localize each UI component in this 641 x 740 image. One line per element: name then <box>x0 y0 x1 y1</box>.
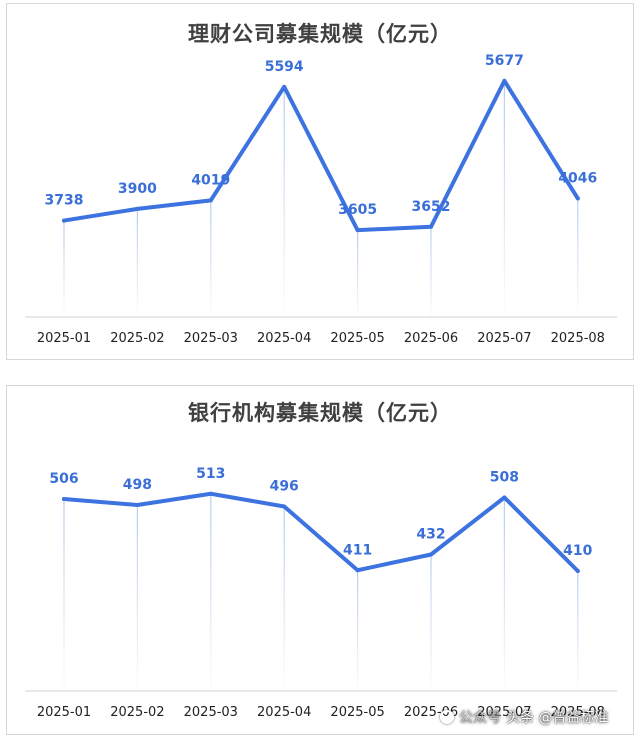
drop-line <box>430 554 432 691</box>
drop-line <box>136 505 138 691</box>
data-label: 508 <box>490 470 519 486</box>
data-label: 5594 <box>265 59 304 75</box>
data-label: 3738 <box>45 193 84 209</box>
data-point <box>575 196 580 201</box>
data-point <box>355 568 360 573</box>
drop-line <box>63 499 65 691</box>
drop-line <box>577 198 579 317</box>
data-point <box>208 491 213 496</box>
x-tick-label: 2025-06 <box>404 331 458 346</box>
data-label: 3605 <box>338 202 377 218</box>
data-point <box>135 206 140 211</box>
data-label: 506 <box>49 471 78 487</box>
x-tick-label: 2025-08 <box>551 331 605 346</box>
data-point <box>429 552 433 557</box>
drop-line <box>430 226 432 317</box>
x-tick-label: 2025-03 <box>184 705 238 720</box>
data-label: 513 <box>196 466 225 482</box>
data-point <box>355 228 360 233</box>
x-tick-label: 2025-05 <box>330 705 384 720</box>
drop-line <box>357 230 359 317</box>
drop-line <box>283 86 285 317</box>
drop-line <box>503 497 505 691</box>
x-tick-label: 2025-01 <box>37 331 91 346</box>
series-line <box>62 78 580 233</box>
x-tick-label: 2025-02 <box>110 705 164 720</box>
data-point <box>282 84 287 89</box>
watermark-logo-icon <box>440 710 454 724</box>
data-point <box>208 198 213 203</box>
data-label: 4046 <box>558 170 597 186</box>
data-label: 410 <box>563 543 592 559</box>
data-point <box>575 569 580 573</box>
x-tick-label: 2025-02 <box>110 331 164 346</box>
data-label: 432 <box>416 527 445 543</box>
series-line <box>62 491 580 573</box>
drop-line <box>283 506 285 691</box>
chart-title: 银行机构募集规模（亿元） <box>188 400 452 425</box>
data-point <box>502 495 507 500</box>
data-label: 3652 <box>412 199 451 215</box>
data-label: 3900 <box>118 181 157 197</box>
watermark: 公众号 头条 @普益标准 <box>440 706 608 728</box>
data-point <box>282 504 287 509</box>
data-label: 4019 <box>191 172 230 188</box>
line-chart: 506 498 513 496 411 432 508 410 2025-01 2025-02 20… <box>25 466 617 720</box>
chart-title: 理财公司募集规模（亿元） <box>188 21 452 46</box>
x-tick-label: 2025-01 <box>37 705 91 720</box>
x-tick-label: 2025-04 <box>257 331 311 346</box>
x-tick-label: 2025-08 <box>551 705 605 720</box>
drop-line <box>136 208 138 317</box>
data-point <box>429 224 433 229</box>
drop-line <box>210 200 212 317</box>
data-point <box>62 218 66 223</box>
drop-line <box>210 493 212 691</box>
x-tick-label: 2025-07 <box>477 705 531 720</box>
data-point <box>62 497 66 501</box>
x-tick-label: 2025-07 <box>477 331 531 346</box>
watermark-faint-text: 公众号 <box>459 710 501 726</box>
drop-line <box>357 570 359 691</box>
data-label: 5677 <box>485 53 524 69</box>
x-tick-label: 2025-03 <box>184 331 238 346</box>
data-point <box>135 503 140 507</box>
watermark-text: 头条 @普益标准 <box>506 710 609 726</box>
x-tick-label: 2025-05 <box>330 331 384 346</box>
chart-panel-banks: 银行机构募集规模（亿元） 506 498 513 496 411 432 508 410 202… <box>6 385 634 735</box>
drop-line <box>577 571 579 691</box>
drop-line <box>63 220 65 317</box>
line-chart: 3738 3900 4019 5594 3605 3652 5677 4046 2025-01 2… <box>25 53 617 346</box>
data-label: 496 <box>270 479 299 495</box>
data-point <box>502 78 507 83</box>
x-tick-label: 2025-04 <box>257 705 311 720</box>
drop-line <box>503 80 505 317</box>
chart-panel-wealth-companies: 理财公司募集规模（亿元） 3738 3900 4019 5594 3605 3652 567… <box>6 3 634 360</box>
data-label: 498 <box>123 477 152 493</box>
data-label: 411 <box>343 542 372 558</box>
